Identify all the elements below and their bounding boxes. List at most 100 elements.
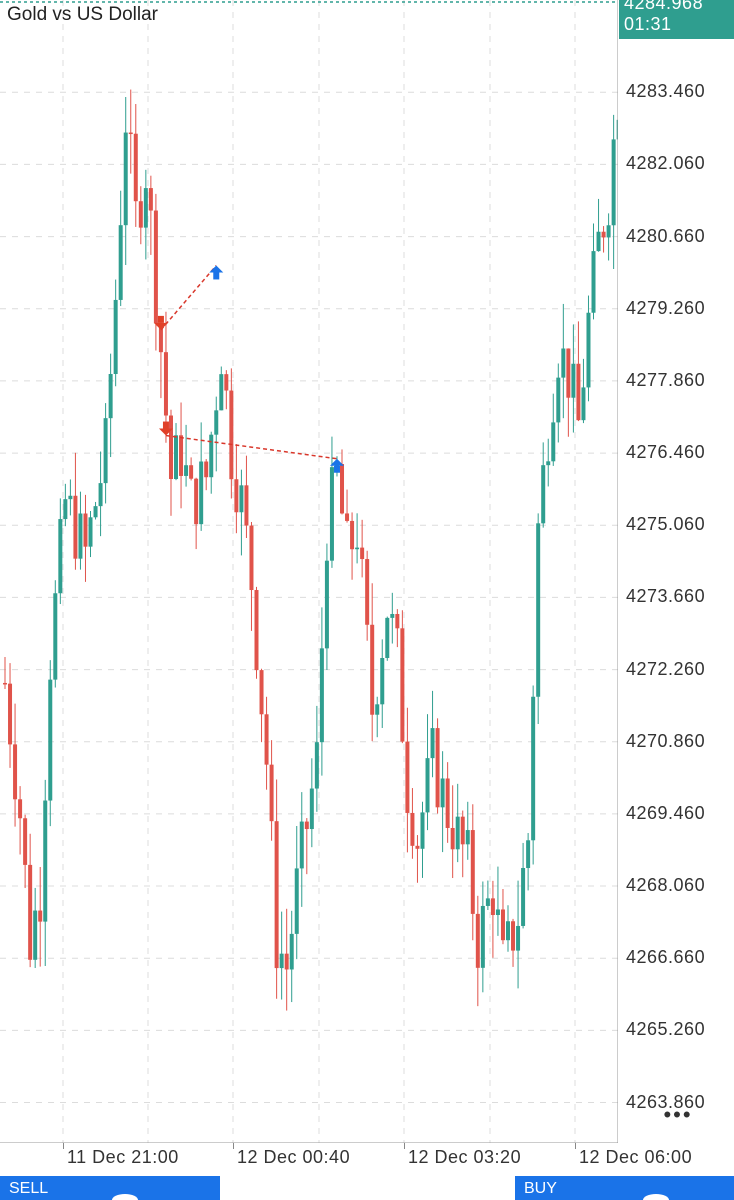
buy-arrow-head xyxy=(329,458,344,466)
bear-candle xyxy=(254,590,259,671)
bull-candle xyxy=(506,921,510,941)
bear-candle xyxy=(153,210,158,324)
bull-candle xyxy=(581,387,586,421)
trade-markers xyxy=(153,264,344,473)
bull-candle xyxy=(606,225,611,238)
bull-candle xyxy=(48,679,53,801)
bear-candle xyxy=(601,231,606,238)
candlestick-chart[interactable] xyxy=(0,0,618,1143)
bull-candle xyxy=(93,506,98,518)
sell-arrow-shaft xyxy=(162,421,169,429)
bull-candle xyxy=(88,517,93,547)
time-tick xyxy=(63,1143,64,1149)
bear-candle xyxy=(490,898,495,916)
bull-candle xyxy=(385,617,390,659)
price-tick-label: 4272.260 xyxy=(626,658,706,679)
bear-candle xyxy=(460,816,465,845)
bull-candle xyxy=(571,363,576,398)
candle-bodies xyxy=(3,119,618,970)
time-axis: 11 Dec 21:00 12 Dec 00:40 12 Dec 03:20 12 D… xyxy=(0,1143,734,1175)
bear-candle xyxy=(365,559,370,625)
bull-candle xyxy=(596,231,601,252)
bull-candle xyxy=(485,898,490,906)
bull-candle xyxy=(531,696,536,841)
bull-candle xyxy=(123,132,128,226)
bear-candle xyxy=(576,363,581,421)
bear-candle xyxy=(410,812,415,846)
current-price-badge: 4284.968 01:31 xyxy=(619,0,734,39)
bear-candle xyxy=(259,670,264,715)
price-tick-label: 4269.460 xyxy=(626,802,706,823)
bull-candle xyxy=(319,648,324,743)
bear-candle xyxy=(13,744,18,800)
bull-candle xyxy=(209,434,214,478)
bull-candle xyxy=(103,418,108,484)
buy-arrow-head xyxy=(209,265,224,273)
bull-candle xyxy=(184,465,189,476)
current-price: 4284.968 xyxy=(624,0,704,13)
bull-candle xyxy=(143,188,148,228)
bull-candle xyxy=(516,925,521,951)
bull-candle xyxy=(546,461,551,466)
bear-candle xyxy=(400,628,405,742)
buy-button[interactable]: BUY xyxy=(515,1176,734,1200)
buy-arrow-shaft xyxy=(213,272,220,280)
bull-candle xyxy=(118,225,123,300)
bull-candle xyxy=(299,821,304,869)
bear-candle xyxy=(38,910,43,922)
bear-candle xyxy=(234,479,239,513)
bull-candle xyxy=(43,800,48,922)
bear-candle xyxy=(445,778,450,828)
bull-candle xyxy=(33,910,38,960)
buy-label: BUY xyxy=(524,1180,557,1197)
trade-connector-line xyxy=(165,434,338,460)
bull-candle xyxy=(536,523,541,697)
buy-price-glyph xyxy=(643,1194,669,1200)
bull-candle xyxy=(53,593,58,680)
time-tick-label: 12 Dec 03:20 xyxy=(408,1147,522,1167)
bull-candle xyxy=(521,868,526,926)
bear-candle xyxy=(194,478,199,525)
bear-candle xyxy=(345,513,350,521)
candle-wicks xyxy=(4,89,615,1011)
bull-candle xyxy=(495,909,500,916)
bear-candle xyxy=(249,525,254,591)
sell-price-glyph xyxy=(112,1194,138,1200)
bull-candle xyxy=(309,788,314,830)
bull-candle xyxy=(440,778,445,808)
bull-candle xyxy=(98,483,103,507)
sell-label: SELL xyxy=(9,1180,49,1197)
bull-candle xyxy=(324,560,329,649)
more-dots-icon[interactable]: ••• xyxy=(663,1102,693,1127)
time-tick-label: 12 Dec 06:00 xyxy=(579,1147,693,1167)
bear-candle xyxy=(435,728,440,808)
chart-area[interactable]: Gold vs US Dollar xyxy=(0,0,618,1143)
bear-candle xyxy=(470,830,475,914)
sell-arrow-icon xyxy=(158,421,173,436)
bull-candle xyxy=(480,905,485,968)
sell-arrow-shaft xyxy=(157,315,164,323)
bear-candle xyxy=(405,741,410,813)
bull-candle xyxy=(425,758,430,813)
bear-candle xyxy=(224,374,229,391)
price-tick-label: 4263.860 xyxy=(626,1091,706,1112)
grid-lines xyxy=(0,0,618,1143)
bull-candle xyxy=(63,499,68,520)
bull-candle xyxy=(294,868,299,934)
buy-arrow-shaft xyxy=(333,465,340,473)
time-tick xyxy=(404,1143,405,1149)
bear-candle xyxy=(450,827,455,850)
bear-candle xyxy=(274,821,279,969)
bear-candle xyxy=(23,818,28,865)
bear-candle xyxy=(128,132,133,135)
price-scale[interactable]: 4283.460 4282.060 4280.660 4279.260 4277.860… xyxy=(619,0,734,1143)
price-tick-label: 4265.260 xyxy=(626,1019,706,1040)
bear-candle xyxy=(511,921,516,951)
bull-candle xyxy=(526,840,531,869)
bull-candle xyxy=(355,547,360,550)
price-tick-label: 4268.060 xyxy=(626,875,706,896)
sell-button[interactable]: SELL xyxy=(0,1176,220,1200)
price-tick-label: 4280.660 xyxy=(626,225,706,246)
bull-candle xyxy=(455,816,460,850)
bear-candle xyxy=(269,764,274,822)
